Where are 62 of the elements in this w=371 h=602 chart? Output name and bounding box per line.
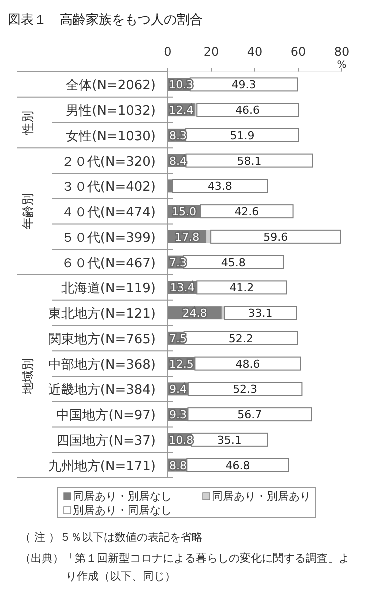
y-tick-label: 全体(N=2062) xyxy=(66,78,156,94)
text: （出典）「第１回新型コロナによる暮らしの変化に関する調査」より作成（以下、同じ） xyxy=(20,551,351,585)
x-axis-title: % xyxy=(337,60,347,71)
y-tick-label: ５０代(N=399) xyxy=(61,230,156,246)
y-tick-label: ２０代(N=320) xyxy=(61,154,156,170)
data-label: 8.4 xyxy=(170,154,188,168)
data-label: 41.2 xyxy=(230,282,254,295)
data-label: 33.1 xyxy=(248,307,273,320)
data-label: 8.3 xyxy=(170,129,188,142)
x-tick-label: 80 xyxy=(334,45,350,59)
data-label: 52.2 xyxy=(228,332,254,346)
data-label: 13.4 xyxy=(170,282,195,295)
data-label: 45.8 xyxy=(221,256,246,270)
x-tick-label: 60 xyxy=(290,45,306,59)
data-label: 24.8 xyxy=(182,307,208,320)
y-tick-label: 中国地方(N=97) xyxy=(56,408,156,424)
data-label: 43.8 xyxy=(208,180,232,194)
x-tick-label: 20 xyxy=(204,45,220,59)
data-label: 58.1 xyxy=(237,154,262,168)
y-tick-label: 北海道(N=119) xyxy=(61,282,156,297)
y-tick-label: 女性(N=1030) xyxy=(66,129,156,144)
bar xyxy=(206,230,212,244)
data-label: 59.6 xyxy=(264,230,288,244)
data-label: 49.3 xyxy=(232,78,256,92)
y-tick-label: 四国地方(N=37) xyxy=(56,432,156,449)
legend-label: 同居あり・別居なし xyxy=(73,490,172,503)
y-tick-label: 男性(N=1032) xyxy=(66,104,156,120)
y-tick-label: 関東地方(N=765) xyxy=(48,331,156,348)
y-tick-label: 東北地方(N=121) xyxy=(48,306,156,322)
legend-label: 同居あり・別居あり xyxy=(212,490,311,503)
data-label: 12.4 xyxy=(169,104,194,118)
x-tick-label: 0 xyxy=(164,45,172,59)
data-label: 42.6 xyxy=(234,206,260,219)
text: 年齢別 xyxy=(21,194,35,230)
data-label: 12.5 xyxy=(169,358,194,371)
legend-label: 別居あり・同居なし xyxy=(73,504,172,517)
data-label: 48.6 xyxy=(236,358,260,371)
bar xyxy=(172,179,268,194)
text: 性別 xyxy=(21,110,35,136)
data-label: 17.8 xyxy=(175,230,200,244)
data-label: 9.4 xyxy=(170,383,188,396)
y-tick-label: ６０代(N=467) xyxy=(61,256,156,272)
y-tick-label: 中部地方(N=368) xyxy=(48,356,156,373)
chart-title: 図表１ 高齢家族をもつ人の割合 xyxy=(8,12,203,28)
text: （ 注 ）５％以下は数値の表記を省略 xyxy=(20,530,204,546)
data-label: 35.1 xyxy=(217,434,242,447)
text: 地域別 xyxy=(21,358,35,396)
data-label: 52.3 xyxy=(233,383,258,396)
data-label: 46.6 xyxy=(236,104,260,118)
y-tick-label: 近畿地方(N=384) xyxy=(48,382,156,398)
bar xyxy=(210,230,342,244)
data-label: 8.8 xyxy=(170,459,188,472)
data-label: 56.7 xyxy=(238,408,262,422)
y-tick-label: ４０代(N=474) xyxy=(61,206,156,221)
data-label: 15.0 xyxy=(172,206,197,219)
data-label: 46.8 xyxy=(226,459,250,472)
y-tick-label: 九州地方(N=171) xyxy=(48,458,156,474)
data-label: 51.9 xyxy=(230,129,255,142)
y-tick-label: ３０代(N=402) xyxy=(61,180,156,196)
x-tick-label: 40 xyxy=(247,45,263,59)
bar xyxy=(224,306,298,320)
data-label: 9.3 xyxy=(170,408,188,422)
